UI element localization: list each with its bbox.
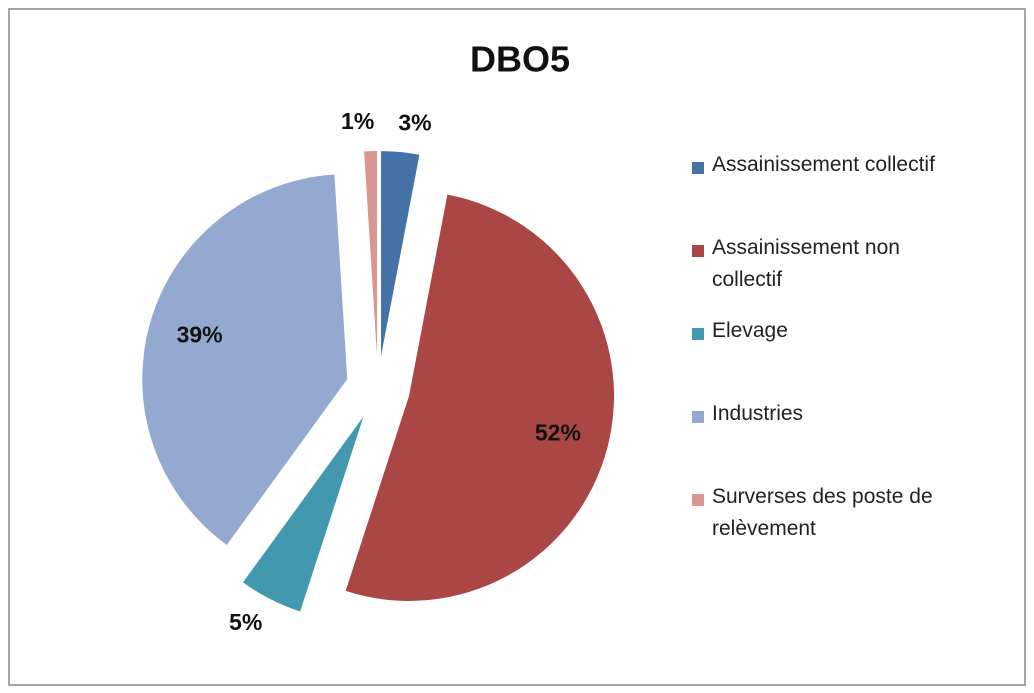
- chart-title: DBO5: [470, 39, 570, 80]
- pie-slice: [345, 194, 614, 601]
- legend-swatch: [692, 328, 704, 340]
- legend-swatch: [692, 162, 704, 174]
- legend-swatch: [692, 411, 704, 423]
- legend-item: Surverses des poste de relèvement: [692, 485, 992, 570]
- legend-item: Elevage: [692, 319, 992, 404]
- pie-slice: [364, 151, 377, 357]
- legend-label: Assainissement non collectif: [712, 236, 900, 291]
- legend-item: Assainissement collectif: [692, 153, 992, 238]
- pie-slice: [381, 151, 420, 357]
- legend-label: Assainissement collectif: [712, 153, 935, 176]
- data-label: 1%: [341, 108, 374, 134]
- pie-slice: [242, 416, 364, 612]
- legend: Assainissement collectif Assainissement n…: [692, 153, 992, 570]
- data-label: 3%: [398, 109, 431, 135]
- data-label: 52%: [535, 419, 581, 445]
- data-label: 39%: [177, 321, 223, 347]
- data-label: 5%: [229, 609, 262, 635]
- pie-slice: [142, 174, 348, 545]
- legend-item: Assainissement non collectif: [692, 236, 992, 321]
- legend-item: Industries: [692, 402, 992, 487]
- legend-label: Industries: [712, 402, 804, 425]
- legend-label: Elevage: [712, 319, 788, 342]
- legend-label: Surverses des poste de relèvement: [712, 485, 933, 540]
- legend-swatch: [692, 245, 704, 257]
- legend-swatch: [692, 494, 704, 506]
